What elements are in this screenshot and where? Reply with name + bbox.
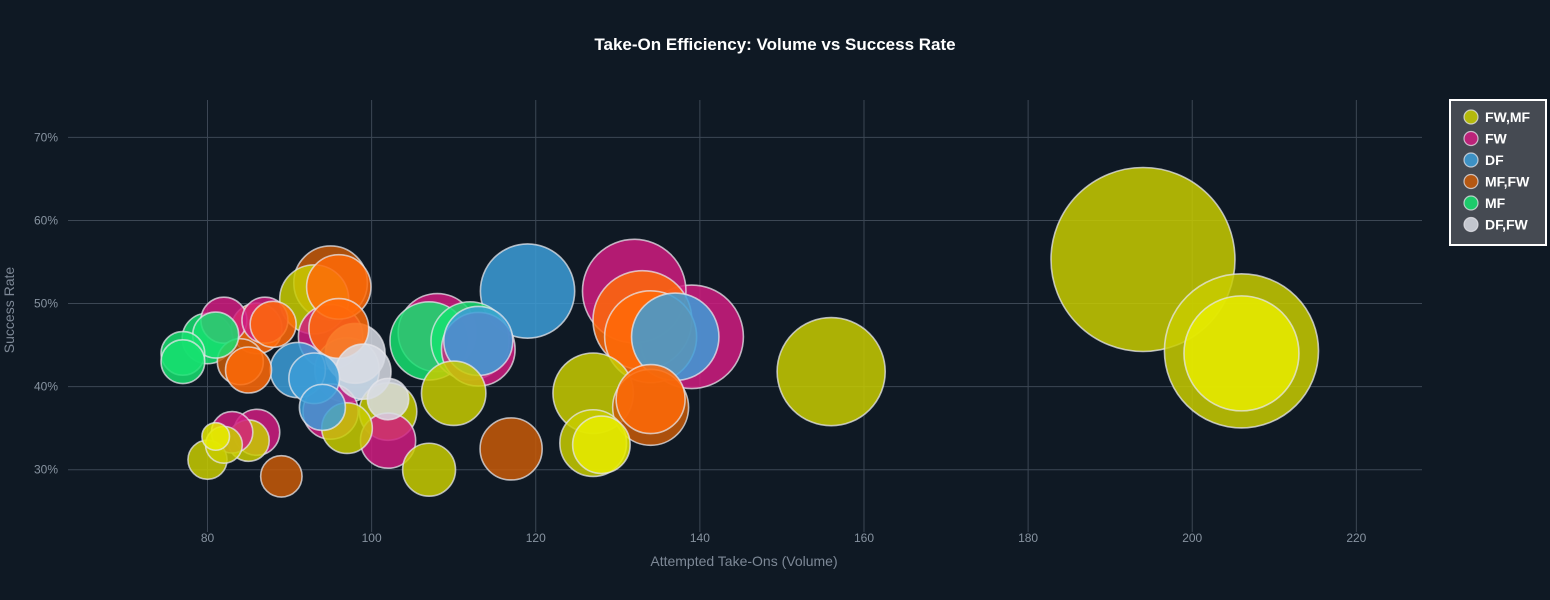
y-tick-label: 40% bbox=[34, 380, 58, 394]
legend[interactable]: FW,MF FW DF MF,FW MF DF,FW bbox=[1449, 99, 1547, 246]
chart-title: Take-On Efficiency: Volume vs Success Ra… bbox=[594, 35, 955, 54]
x-tick-label: 200 bbox=[1182, 531, 1202, 545]
legend-label: FW,MF bbox=[1485, 109, 1531, 125]
bubble-fw-mf[interactable] bbox=[776, 316, 887, 427]
y-tick-label: 60% bbox=[34, 213, 58, 227]
legend-item-mf-fw[interactable]: MF,FW bbox=[1463, 173, 1530, 190]
y-tick-label: 30% bbox=[34, 463, 58, 477]
x-tick-label: 180 bbox=[1018, 531, 1038, 545]
x-tick-label: 100 bbox=[362, 531, 382, 545]
bubble-df-fw[interactable] bbox=[366, 377, 410, 421]
legend-item-mf[interactable]: MF bbox=[1463, 195, 1506, 211]
x-tick-label: 160 bbox=[854, 531, 874, 545]
x-tick-label: 80 bbox=[201, 531, 215, 545]
bubble-series-7[interactable] bbox=[201, 421, 231, 452]
bubble-df[interactable] bbox=[298, 383, 347, 432]
x-tick-label: 220 bbox=[1346, 531, 1366, 545]
legend-item-fw[interactable]: FW bbox=[1463, 130, 1508, 147]
bubble-series-7[interactable] bbox=[1183, 295, 1300, 412]
legend-marker bbox=[1463, 109, 1479, 125]
legend-label: DF,FW bbox=[1485, 217, 1529, 233]
bubble-fw-mf[interactable] bbox=[420, 360, 487, 427]
legend-marker bbox=[1463, 130, 1479, 147]
bubble-series-7[interactable] bbox=[571, 415, 631, 475]
bubble-fw-mf[interactable] bbox=[401, 442, 457, 497]
bubbles bbox=[160, 166, 1320, 498]
bubble-mf[interactable] bbox=[160, 339, 206, 385]
legend-label: FW bbox=[1485, 131, 1508, 147]
bubble-mf-fw[interactable] bbox=[479, 417, 543, 481]
legend-marker bbox=[1463, 152, 1479, 168]
legend-marker bbox=[1463, 195, 1479, 211]
legend-label: MF,FW bbox=[1485, 174, 1530, 190]
legend-item-df-fw[interactable]: DF,FW bbox=[1463, 216, 1529, 233]
bubble-mf-fw[interactable] bbox=[259, 454, 303, 498]
legend-item-df[interactable]: DF bbox=[1463, 152, 1504, 168]
legend-marker bbox=[1463, 173, 1479, 190]
bubble-series-6[interactable] bbox=[615, 363, 686, 435]
x-tick-label: 140 bbox=[690, 531, 710, 545]
x-tick-label: 120 bbox=[526, 531, 546, 545]
legend-marker bbox=[1463, 216, 1479, 233]
legend-label: DF bbox=[1485, 152, 1504, 168]
legend-item-fw-mf[interactable]: FW,MF bbox=[1463, 109, 1531, 125]
y-tick-label: 70% bbox=[34, 130, 58, 144]
x-axis-title: Attempted Take-Ons (Volume) bbox=[650, 553, 837, 569]
y-axis-title: Success Rate bbox=[1, 267, 17, 354]
legend-label: MF bbox=[1485, 195, 1506, 211]
bubble-series-6[interactable] bbox=[249, 300, 297, 349]
bubble-series-6[interactable] bbox=[224, 346, 273, 394]
y-tick-label: 50% bbox=[34, 297, 58, 311]
bubble-df[interactable] bbox=[479, 243, 576, 340]
tick-labels: 80 100 120 140 160 180 200 220 30% 40% 50% 60% 70% bbox=[34, 130, 1367, 545]
